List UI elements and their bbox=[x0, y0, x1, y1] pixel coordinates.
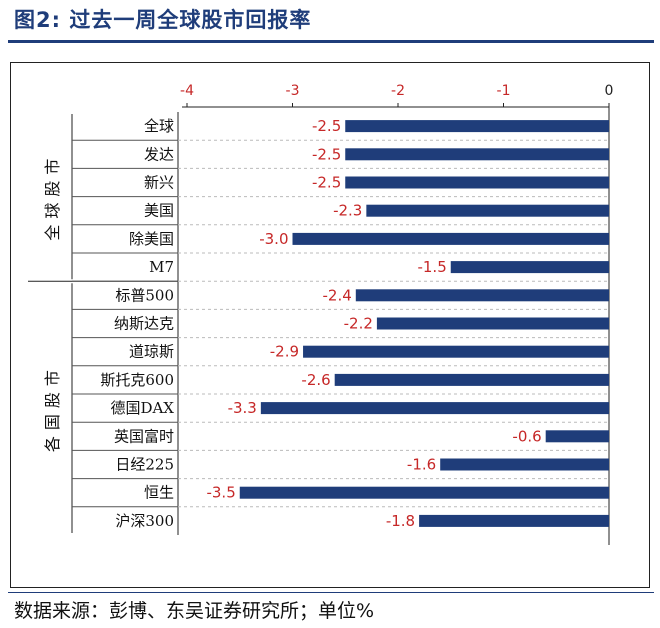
category-label: M7 bbox=[149, 258, 174, 276]
category-label: 沪深300 bbox=[115, 512, 174, 530]
bar bbox=[545, 430, 609, 443]
bar bbox=[345, 176, 609, 189]
category-label: 恒生 bbox=[144, 484, 174, 502]
bar bbox=[355, 289, 609, 302]
category-label: 发达 bbox=[144, 145, 174, 163]
bar-value-label: -2.2 bbox=[344, 315, 373, 333]
bar-value-label: -2.5 bbox=[312, 145, 341, 163]
bar-value-label: -2.5 bbox=[312, 174, 341, 192]
group-label: 各国股市 bbox=[43, 364, 62, 452]
bar-value-label: -2.4 bbox=[323, 286, 352, 304]
bar-value-label: -2.5 bbox=[312, 117, 341, 135]
bar bbox=[239, 486, 609, 499]
x-tick-label: -4 bbox=[180, 83, 194, 99]
category-label: 英国富时 bbox=[114, 427, 174, 445]
source-rule bbox=[8, 592, 654, 593]
bar bbox=[292, 232, 609, 245]
category-label: 日经225 bbox=[115, 456, 174, 474]
title-rule bbox=[8, 40, 654, 43]
category-label: 斯托克600 bbox=[100, 371, 174, 389]
chart-frame bbox=[10, 62, 650, 588]
bar-value-label: -3.5 bbox=[206, 484, 235, 502]
bar-value-label: -1.5 bbox=[417, 258, 446, 276]
category-label: 除美国 bbox=[129, 230, 174, 248]
category-label: 美国 bbox=[144, 202, 174, 220]
bar-value-label: -1.6 bbox=[407, 456, 436, 474]
bar bbox=[440, 458, 609, 471]
group-label: 全球股市 bbox=[43, 153, 62, 241]
category-label: 全球 bbox=[144, 117, 174, 135]
chart-title: 图2: 过去一周全球股市回报率 bbox=[14, 8, 312, 32]
bar bbox=[303, 345, 609, 358]
bar-value-label: -3.0 bbox=[259, 230, 288, 248]
bar-value-label: -0.6 bbox=[512, 427, 541, 445]
bar bbox=[450, 261, 609, 274]
category-label: 纳斯达克 bbox=[114, 315, 174, 333]
source-note: 数据来源：彭博、东吴证券研究所；单位% bbox=[14, 600, 375, 622]
bar bbox=[376, 317, 609, 330]
bar-value-label: -2.3 bbox=[333, 202, 362, 220]
category-label: 标普500 bbox=[115, 286, 174, 304]
bar-value-label: -2.6 bbox=[301, 371, 330, 389]
bar bbox=[345, 120, 609, 133]
bar-value-label: -1.8 bbox=[386, 512, 415, 530]
category-label: 德国DAX bbox=[110, 399, 174, 417]
x-tick-label: -3 bbox=[286, 83, 300, 99]
x-tick-label: -2 bbox=[391, 83, 405, 99]
bar bbox=[260, 402, 609, 415]
bar bbox=[334, 373, 609, 386]
bar-value-label: -2.9 bbox=[270, 343, 299, 361]
x-tick-label: -1 bbox=[497, 83, 511, 99]
title-bar: 图2: 过去一周全球股市回报率 bbox=[0, 0, 660, 43]
x-tick-label: 0 bbox=[605, 83, 614, 99]
bar-value-label: -3.3 bbox=[228, 399, 257, 417]
bar bbox=[366, 204, 609, 217]
bar bbox=[345, 148, 609, 161]
category-label: 新兴 bbox=[144, 174, 174, 192]
category-label: 道琼斯 bbox=[129, 343, 174, 361]
bar bbox=[419, 514, 609, 527]
